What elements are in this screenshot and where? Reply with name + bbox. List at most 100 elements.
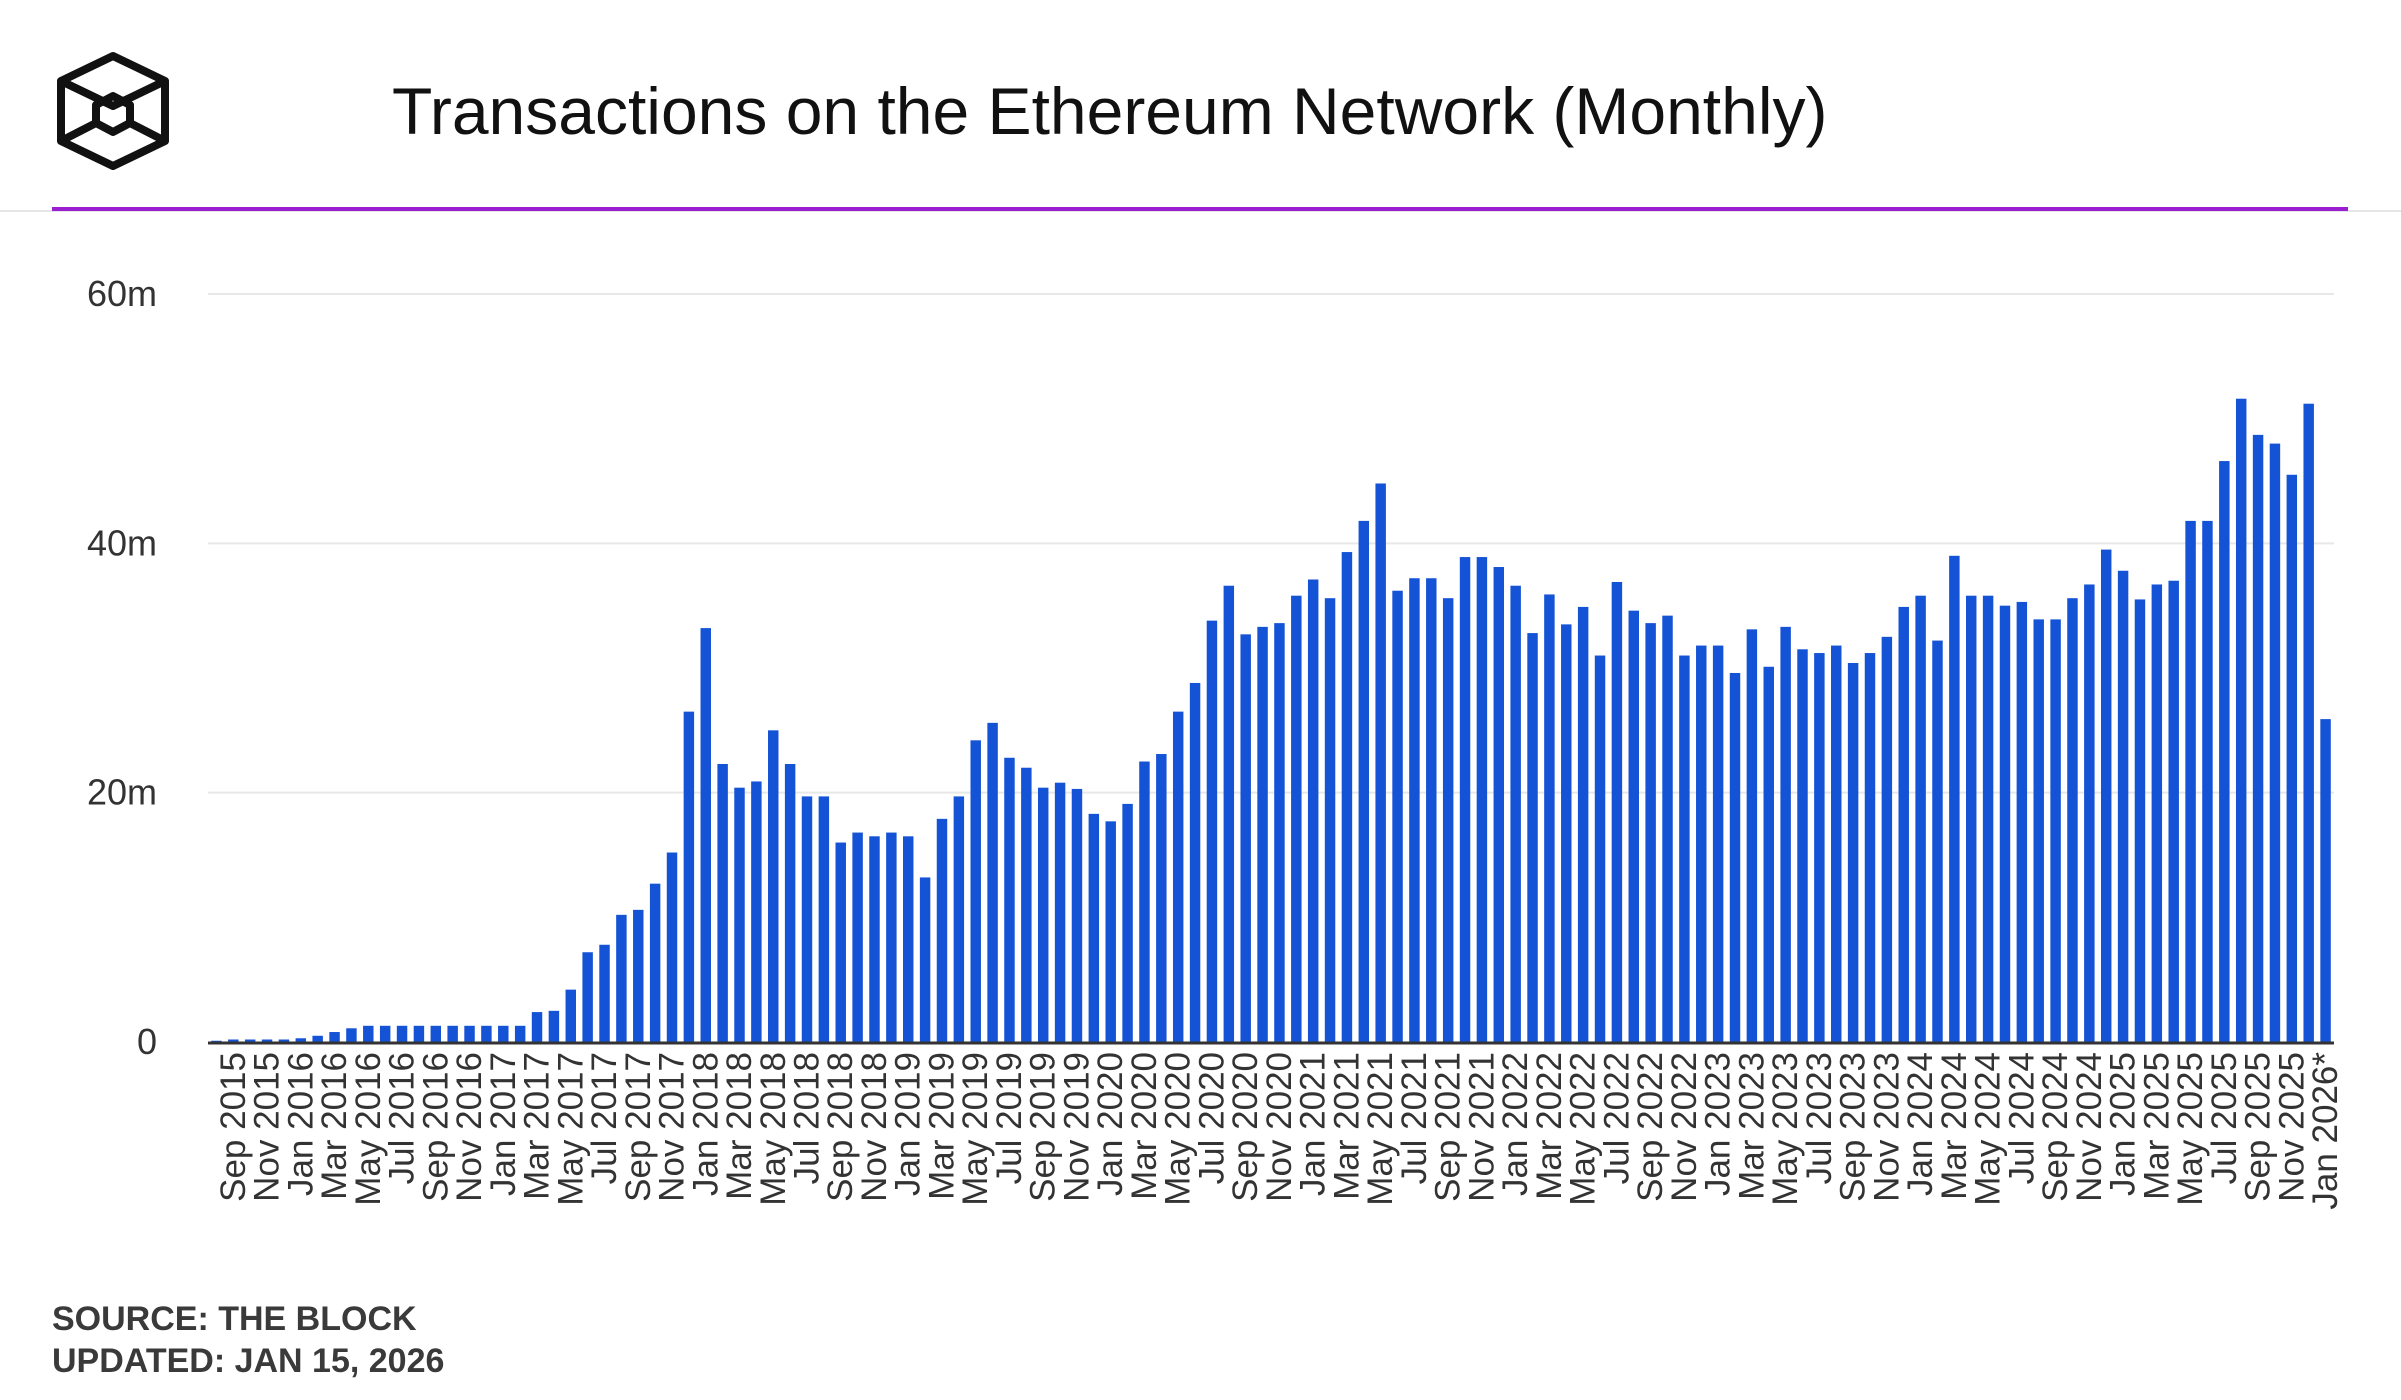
bar — [1949, 555, 1960, 1042]
x-tick-label: Mar 2017 — [518, 1052, 557, 1200]
x-tick-label: Jul 2024 — [2002, 1052, 2041, 1184]
bar — [784, 763, 796, 1042]
x-tick-label: Mar 2023 — [1732, 1052, 1771, 1200]
x-tick-label: Jan 2016 — [281, 1052, 320, 1196]
bar — [2033, 619, 2044, 1042]
bar — [295, 1038, 307, 1042]
bar — [1274, 623, 1285, 1042]
the-block-cube-logo-icon — [57, 52, 169, 170]
chart-header: Transactions on the Ethereum Network (Mo… — [0, 0, 2401, 212]
x-tick-label: Mar 2022 — [1530, 1052, 1569, 1200]
bar — [1493, 567, 1505, 1042]
x-tick-label: Sep 2016 — [416, 1052, 455, 1202]
bar — [413, 1025, 425, 1042]
bar — [1172, 711, 1184, 1042]
bar — [1577, 606, 1589, 1042]
bar — [1392, 590, 1403, 1042]
x-tick-label: Jan 2020 — [1091, 1052, 1130, 1196]
bar — [768, 730, 779, 1042]
bar — [970, 740, 981, 1042]
x-tick-label: Jan 2018 — [686, 1052, 725, 1196]
x-tick-label: Jul 2025 — [2205, 1052, 2244, 1184]
bar — [1004, 757, 1015, 1042]
bar — [2168, 580, 2179, 1042]
x-tick-label: May 2020 — [1159, 1052, 1198, 1206]
bars — [211, 398, 2331, 1043]
bar — [2084, 584, 2095, 1042]
x-tick-label: Jan 2017 — [484, 1052, 523, 1196]
x-tick-label: Sep 2025 — [2239, 1052, 2278, 1202]
bar — [801, 796, 813, 1042]
bar — [616, 914, 627, 1042]
bar — [987, 722, 998, 1042]
bar — [751, 781, 762, 1042]
bar — [1797, 649, 1808, 1042]
x-tick-label: Jul 2023 — [1800, 1052, 1839, 1184]
bar — [1358, 520, 1370, 1042]
bar — [1544, 594, 1555, 1042]
x-tick-label: Sep 2022 — [1631, 1052, 1670, 1202]
x-tick-label: Jul 2016 — [383, 1052, 422, 1184]
y-tick-label: 40m — [87, 522, 157, 563]
x-tick-label: May 2023 — [1766, 1052, 1805, 1206]
bar — [835, 842, 846, 1042]
bar — [1156, 754, 1167, 1042]
bar — [2185, 520, 2196, 1042]
bar — [818, 796, 830, 1042]
bar — [700, 628, 711, 1042]
x-tick-label: Mar 2016 — [315, 1052, 354, 1200]
x-tick-label: Jan 2024 — [1901, 1052, 1940, 1196]
x-tick-label: Mar 2020 — [1125, 1052, 1164, 1200]
bar — [919, 877, 931, 1042]
x-tick-label: Sep 2015 — [214, 1052, 253, 1202]
y-axis-ticks: 0 20m 40m 60m — [87, 273, 157, 1062]
x-tick-label: Mar 2018 — [720, 1052, 759, 1200]
bar — [447, 1025, 458, 1042]
bar — [481, 1025, 492, 1042]
source-note: SOURCE: THE BLOCK — [52, 1300, 417, 1338]
x-tick-label: May 2024 — [1969, 1052, 2008, 1206]
bar — [1476, 557, 1488, 1042]
bar — [312, 1035, 323, 1042]
bar — [2252, 434, 2264, 1042]
bar — [1982, 595, 1994, 1042]
bar — [244, 1039, 256, 1042]
bar — [1088, 813, 1100, 1042]
x-tick-label: May 2025 — [2171, 1052, 2210, 1206]
bar — [1291, 595, 1302, 1042]
bar — [2016, 601, 2028, 1042]
x-tick-label: Sep 2017 — [619, 1052, 658, 1202]
x-tick-label: Nov 2016 — [450, 1052, 489, 1202]
bar — [903, 836, 914, 1042]
x-tick-label: Nov 2019 — [1057, 1052, 1096, 1202]
chart-title: Transactions on the Ethereum Network (Mo… — [392, 74, 1828, 148]
bar — [2100, 549, 2112, 1042]
bar — [1409, 578, 1420, 1042]
bar — [1375, 483, 1386, 1042]
bar — [1662, 615, 1673, 1042]
bar — [683, 711, 695, 1042]
x-tick-label: May 2016 — [349, 1052, 388, 1206]
bar — [1561, 624, 1572, 1042]
bar — [734, 787, 745, 1042]
x-tick-label: Sep 2018 — [821, 1052, 860, 1202]
bar — [1341, 552, 1353, 1042]
bar — [599, 944, 610, 1042]
bar — [649, 883, 661, 1042]
bar — [1645, 623, 1656, 1042]
bar — [1510, 585, 1521, 1042]
bar — [1122, 803, 1133, 1042]
bar — [2219, 461, 2230, 1042]
bar — [1307, 579, 1319, 1042]
x-tick-label: May 2022 — [1564, 1052, 1603, 1206]
bar — [1071, 788, 1083, 1042]
x-tick-label: May 2021 — [1361, 1052, 1400, 1206]
y-tick-label: 20m — [87, 772, 157, 813]
bar — [852, 832, 863, 1042]
bar — [2235, 398, 2247, 1043]
x-tick-label: Mar 2021 — [1327, 1052, 1366, 1200]
bar — [2050, 619, 2061, 1042]
bar — [565, 989, 576, 1042]
x-tick-label: Jan 2026* — [2306, 1052, 2345, 1210]
